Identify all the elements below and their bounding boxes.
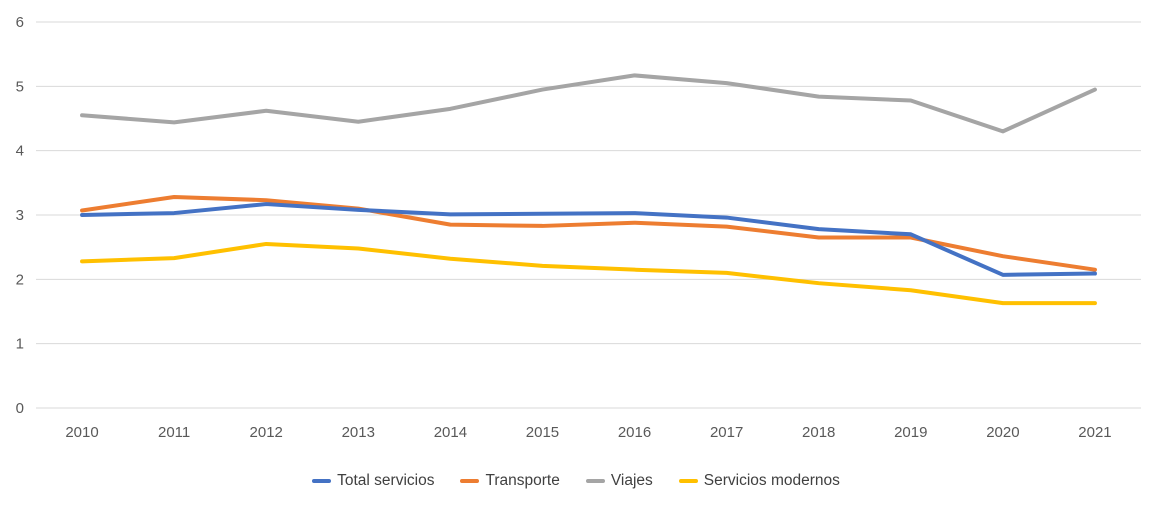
legend-item-total-servicios: Total servicios xyxy=(312,472,434,490)
series-line-viajes xyxy=(80,73,1097,134)
x-axis-label-2015: 2015 xyxy=(526,424,559,441)
x-axis-label-2020: 2020 xyxy=(986,424,1019,441)
y-axis-label-6: 6 xyxy=(16,14,24,31)
x-axis-label-2010: 2010 xyxy=(65,424,98,441)
legend-item-servicios-modernos: Servicios modernos xyxy=(678,472,840,490)
legend-label-servicios-modernos: Servicios modernos xyxy=(703,472,840,489)
y-axis-label-4: 4 xyxy=(16,143,24,160)
x-axis-label-2016: 2016 xyxy=(618,424,651,441)
legend-label-transporte: Transporte xyxy=(485,472,560,489)
series-line-servicios-modernos xyxy=(80,241,1097,306)
legend-item-viajes: Viajes xyxy=(585,472,653,490)
legend-label-total-servicios: Total servicios xyxy=(337,472,435,489)
y-axis-label-3: 3 xyxy=(16,207,24,224)
series-line-total-servicios xyxy=(80,202,1097,277)
legend-swatch-servicios-modernos xyxy=(678,479,698,483)
x-axis-label-2011: 2011 xyxy=(158,424,190,441)
x-axis-label-2021: 2021 xyxy=(1078,424,1111,441)
legend-swatch-viajes xyxy=(585,479,605,483)
legend-swatch-transporte xyxy=(460,479,480,483)
x-axis-label-2018: 2018 xyxy=(802,424,835,441)
x-axis-label-2014: 2014 xyxy=(434,424,467,441)
y-axis-label-0: 0 xyxy=(16,400,24,417)
y-axis-label-5: 5 xyxy=(16,78,24,95)
x-axis-label-2017: 2017 xyxy=(710,424,743,441)
legend: Total servicios Transporte Viajes Servic… xyxy=(0,472,1152,490)
legend-item-transporte: Transporte xyxy=(460,472,560,490)
plot-area: 0 1 2 3 4 5 6 2010 2011 2012 2013 2014 2015 2016 2017 2… xyxy=(16,14,1141,441)
x-axis-label-2012: 2012 xyxy=(250,424,283,441)
x-axis-label-2013: 2013 xyxy=(342,424,375,441)
y-axis-label-2: 2 xyxy=(16,271,24,288)
y-axis-label-1: 1 xyxy=(16,336,24,353)
legend-swatch-total-servicios xyxy=(312,479,332,483)
x-axis-label-2019: 2019 xyxy=(894,424,927,441)
legend-label-viajes: Viajes xyxy=(610,472,653,489)
